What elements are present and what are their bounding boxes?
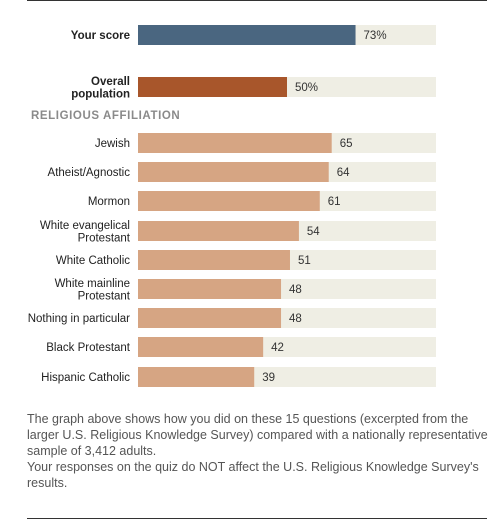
data-label-group-8: 39: [262, 372, 275, 384]
bar-group-3: [138, 221, 299, 241]
data-label-group-4: 51: [298, 255, 311, 267]
bar-label-group-2: Mormon: [88, 196, 130, 208]
data-label-group-5: 48: [289, 284, 302, 296]
footer-paragraph-2: Your responses on the quiz do NOT affect…: [27, 460, 479, 490]
bar-summary-1: [138, 77, 287, 97]
bar-label-group-8: Hispanic Catholic: [41, 372, 130, 384]
bar-group-5: [138, 279, 282, 299]
bottom-rule: [27, 518, 487, 519]
bar-label-group-3: White evangelical Protestant: [40, 220, 131, 245]
bar-group-7: [138, 337, 264, 357]
data-label-summary-1: 50%: [295, 82, 318, 94]
bar-group-0: [138, 133, 332, 153]
data-label-group-0: 65: [340, 138, 353, 150]
bar-group-6: [138, 308, 282, 328]
section-label: RELIGIOUS AFFILIATION: [31, 110, 180, 122]
data-label-summary-0: 73%: [364, 30, 387, 42]
bar-summary-0: [138, 25, 356, 45]
data-label-group-1: 64: [337, 167, 350, 179]
bar-label-summary-0: Your score: [71, 30, 130, 42]
bar-group-8: [138, 367, 255, 387]
data-label-group-6: 48: [289, 313, 302, 325]
bar-label-group-7: Black Protestant: [46, 342, 131, 354]
bar-label-group-4: White Catholic: [56, 255, 130, 267]
bar-label-group-1: Atheist/Agnostic: [48, 167, 131, 179]
bar-group-1: [138, 162, 329, 182]
bar-label-group-0: Jewish: [95, 138, 130, 150]
footer-paragraph-1: The graph above shows how you did on the…: [27, 412, 488, 458]
score-bar-chart: Your score 73% Overall population 50% RELIGIO…: [28, 25, 436, 387]
bar-label-group-5: White mainline Protestant: [55, 278, 131, 303]
bar-label-summary-1: Overall population: [71, 76, 130, 101]
top-rule: [27, 0, 487, 1]
bar-group-4: [138, 250, 290, 270]
bar-label-group-6: Nothing in particular: [28, 313, 130, 325]
data-label-group-7: 42: [271, 342, 284, 354]
bar-group-2: [138, 191, 320, 211]
data-label-group-2: 61: [328, 196, 341, 208]
data-label-group-3: 54: [307, 226, 320, 238]
